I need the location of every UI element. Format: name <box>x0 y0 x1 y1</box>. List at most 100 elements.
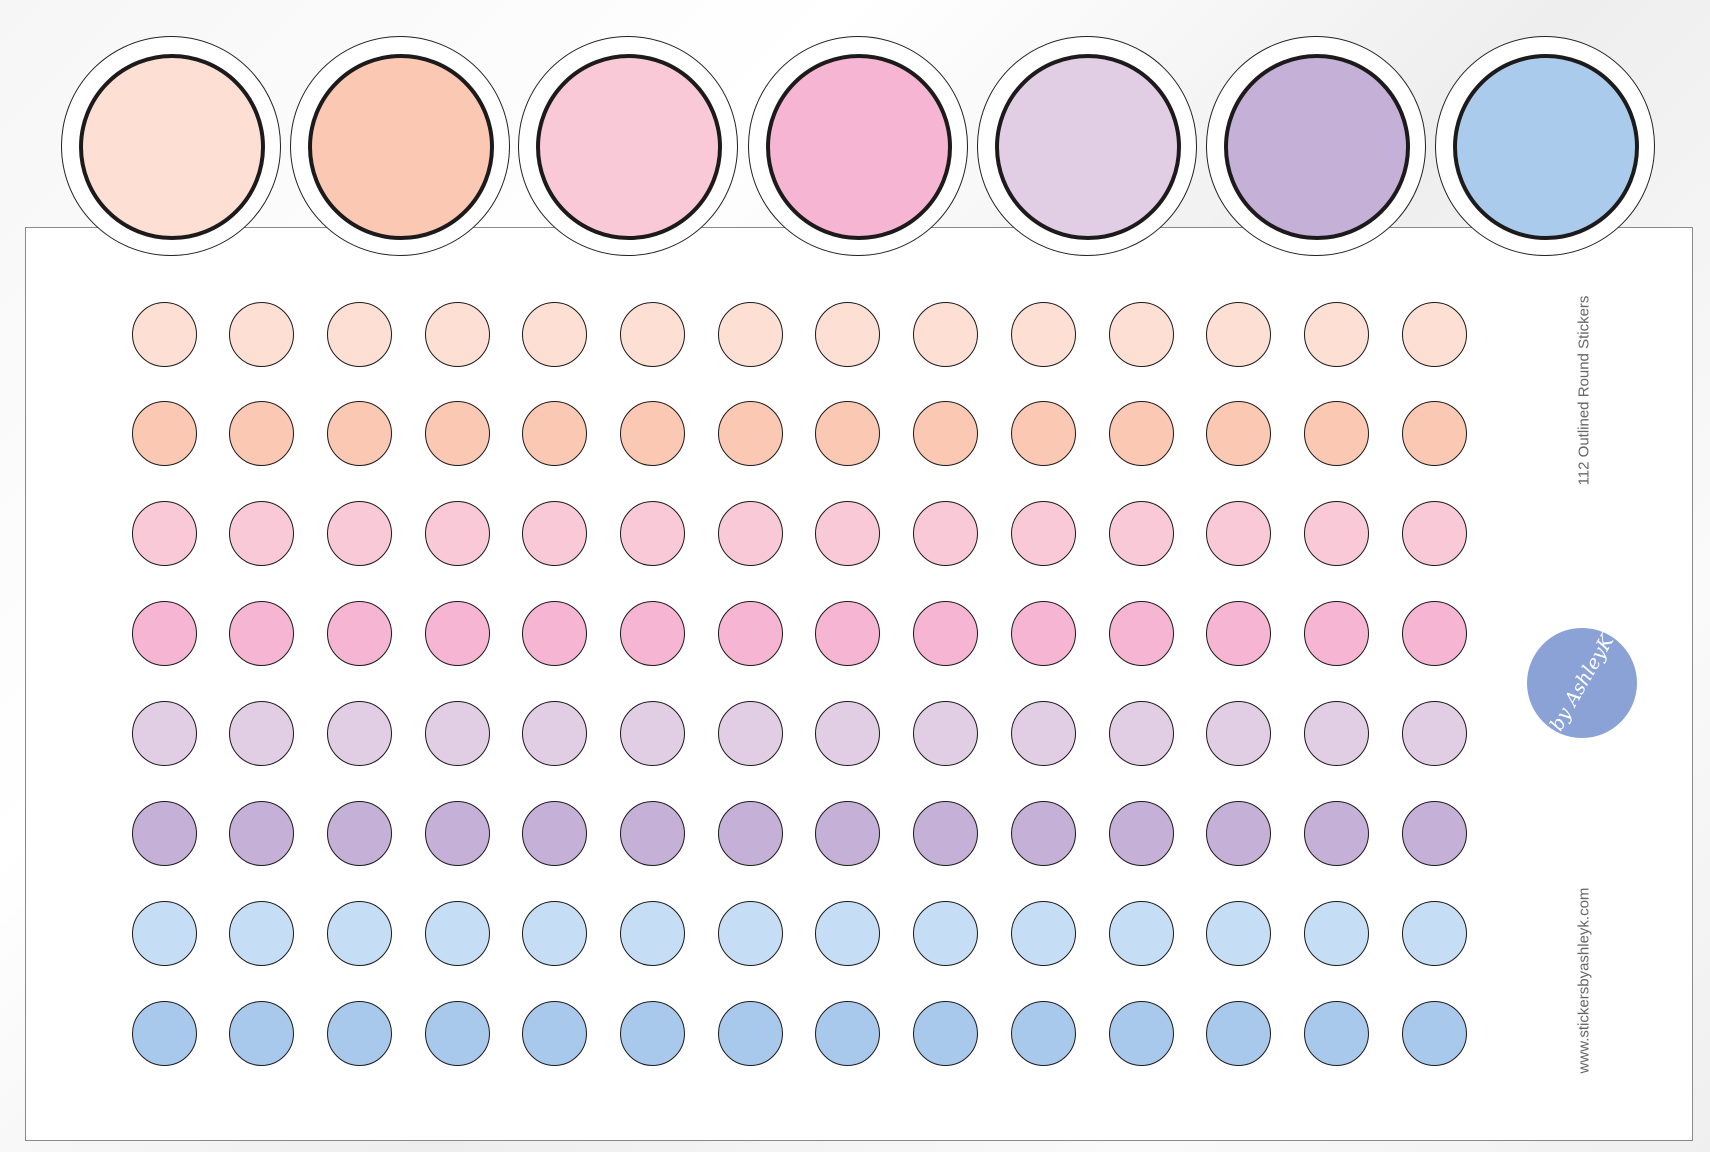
small-sticker <box>1108 1000 1174 1066</box>
small-sticker <box>424 801 490 866</box>
small-sticker <box>1206 801 1272 866</box>
sheet-title: 112 Outlined Round Stickers <box>1575 295 1593 486</box>
small-sticker <box>131 801 197 866</box>
small-sticker <box>1206 1000 1272 1066</box>
small-sticker <box>1206 301 1272 367</box>
large-sticker-fill <box>536 54 722 240</box>
small-sticker <box>717 1000 783 1066</box>
small-sticker <box>913 900 979 966</box>
small-sticker <box>913 301 979 367</box>
small-sticker <box>1401 501 1467 567</box>
small-sticker <box>131 601 197 667</box>
small-sticker <box>131 1000 197 1066</box>
small-sticker <box>1206 900 1272 966</box>
small-sticker <box>424 701 490 767</box>
small-sticker <box>326 301 392 367</box>
small-sticker <box>1206 401 1272 467</box>
small-sticker <box>522 301 588 367</box>
small-sticker <box>1303 401 1369 467</box>
brand-logo: by AshleyK <box>1527 628 1637 738</box>
small-sticker <box>229 900 295 966</box>
large-sticker-fill <box>1453 54 1639 240</box>
small-sticker <box>815 501 881 567</box>
small-sticker <box>1206 601 1272 667</box>
small-sticker <box>1108 701 1174 767</box>
large-sticker-fill <box>995 54 1181 240</box>
small-sticker <box>1108 301 1174 367</box>
large-sticker <box>1206 36 1426 256</box>
small-sticker <box>815 900 881 966</box>
small-sticker <box>815 301 881 367</box>
small-sticker <box>1010 301 1076 367</box>
small-sticker <box>1010 701 1076 767</box>
small-sticker <box>326 501 392 567</box>
small-sticker <box>1303 701 1369 767</box>
small-sticker <box>913 401 979 467</box>
small-sticker <box>229 401 295 467</box>
small-sticker <box>815 801 881 866</box>
small-sticker <box>1303 900 1369 966</box>
small-sticker <box>522 701 588 767</box>
small-sticker <box>131 900 197 966</box>
small-sticker <box>620 1000 685 1066</box>
small-sticker <box>620 501 685 567</box>
small-sticker <box>1108 900 1174 966</box>
small-sticker <box>522 900 588 966</box>
small-sticker <box>1401 301 1467 367</box>
small-sticker <box>1010 900 1076 966</box>
small-sticker <box>1206 501 1272 567</box>
small-sticker <box>326 801 392 866</box>
small-sticker <box>1010 501 1076 567</box>
small-sticker <box>1401 401 1467 467</box>
small-sticker <box>229 501 295 567</box>
small-sticker <box>1401 1000 1467 1066</box>
small-sticker <box>717 301 783 367</box>
small-sticker <box>815 701 881 767</box>
small-sticker <box>424 601 490 667</box>
large-sticker-fill <box>308 54 494 240</box>
small-sticker <box>1303 1000 1369 1066</box>
small-sticker <box>326 601 392 667</box>
small-sticker <box>229 601 295 667</box>
small-sticker <box>131 501 197 567</box>
small-sticker <box>326 401 392 467</box>
small-sticker <box>1010 401 1076 467</box>
small-sticker <box>1010 601 1076 667</box>
small-sticker <box>131 301 197 367</box>
large-sticker <box>1435 36 1655 256</box>
small-sticker <box>1108 501 1174 567</box>
small-sticker <box>522 601 588 667</box>
small-sticker <box>1401 701 1467 767</box>
small-sticker <box>1010 801 1076 866</box>
small-sticker <box>913 501 979 567</box>
small-sticker <box>229 701 295 767</box>
small-sticker <box>620 900 685 966</box>
large-sticker <box>748 36 968 256</box>
large-sticker-fill <box>1224 54 1410 240</box>
large-sticker <box>518 36 738 256</box>
small-sticker <box>1401 601 1467 667</box>
large-sticker <box>61 36 281 256</box>
small-sticker <box>717 701 783 767</box>
small-sticker <box>717 501 783 567</box>
small-sticker <box>424 1000 490 1066</box>
small-sticker <box>131 401 197 467</box>
small-sticker <box>717 801 783 866</box>
small-sticker <box>815 601 881 667</box>
small-sticker <box>717 401 783 467</box>
small-sticker <box>1401 900 1467 966</box>
small-sticker <box>620 801 685 866</box>
small-sticker <box>229 301 295 367</box>
small-sticker <box>522 801 588 866</box>
small-sticker <box>620 601 685 667</box>
small-sticker <box>326 1000 392 1066</box>
small-sticker <box>620 301 685 367</box>
small-sticker <box>424 501 490 567</box>
small-sticker <box>815 401 881 467</box>
small-sticker <box>1303 501 1369 567</box>
small-sticker <box>1108 801 1174 866</box>
small-sticker <box>913 601 979 667</box>
small-sticker <box>717 601 783 667</box>
small-sticker <box>522 501 588 567</box>
small-sticker <box>1108 401 1174 467</box>
